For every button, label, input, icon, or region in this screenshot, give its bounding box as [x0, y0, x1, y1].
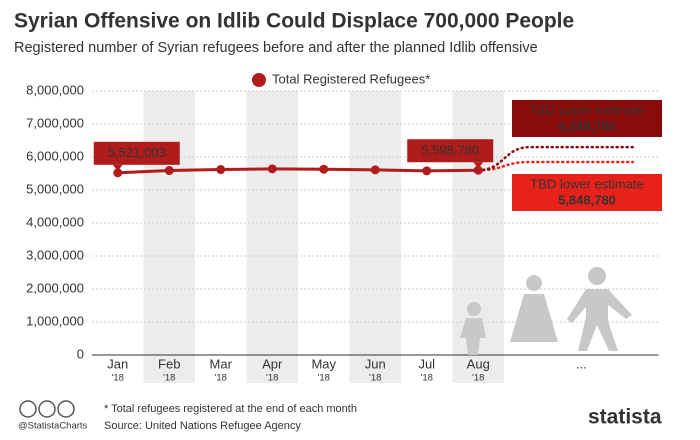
series-line: [116, 167, 480, 175]
footnote: * Total refugees registered at the end o…: [104, 403, 357, 415]
annotation-box: [512, 174, 662, 211]
series-line: [477, 145, 634, 172]
x-tick-label: Jun: [365, 356, 386, 371]
y-tick-label: 5,000,000: [26, 181, 84, 196]
bands: [143, 91, 504, 383]
value-label: 5,598,780: [421, 143, 479, 158]
value-label-pointer: [112, 164, 123, 171]
annotation-title: TBD lower estimate: [530, 176, 643, 191]
chart-subtitle: Registered number of Syrian refugees bef…: [14, 40, 538, 56]
x-tick-sublabel: '18: [369, 373, 381, 384]
y-tick-label: 0: [77, 346, 84, 361]
point: [267, 164, 277, 174]
x-tick-label: Apr: [262, 356, 283, 371]
x-tick-sublabel: '18: [318, 373, 330, 384]
value-label-box: [93, 141, 180, 165]
x-tick-sublabel: '18: [472, 373, 484, 384]
legend-label: Total Registered Refugees*: [272, 71, 430, 86]
x-tick-label: ...: [576, 356, 587, 371]
point: [113, 168, 123, 178]
y-tick-label: 8,000,000: [26, 82, 84, 97]
x-tick-sublabel: '18: [215, 373, 227, 384]
x-tick-sublabel: '18: [266, 373, 278, 384]
x-tick-sublabel: '18: [163, 373, 175, 384]
point: [473, 165, 483, 175]
x-tick-label: May: [311, 356, 336, 371]
point: [370, 165, 380, 175]
license-icons: [19, 400, 75, 418]
annotation-value: 6,298,780: [558, 118, 616, 133]
legend-marker: [252, 73, 266, 87]
x-tick-label: Feb: [158, 356, 180, 371]
value-label-box: [407, 139, 494, 163]
source: Source: United Nations Refugee Agency: [104, 420, 301, 432]
value-label: 5,521,003: [108, 145, 166, 160]
point: [164, 166, 174, 176]
x-tick-label: Aug: [467, 356, 490, 371]
y-tick-label: 3,000,000: [26, 247, 84, 262]
handle: @StatistaCharts: [18, 421, 88, 432]
x-tick-label: Jan: [107, 356, 128, 371]
chart-title: Syrian Offensive on Idlib Could Displace…: [14, 10, 574, 33]
band: [143, 91, 195, 383]
point: [422, 166, 432, 176]
y-tick-label: 7,000,000: [26, 115, 84, 130]
band: [349, 91, 401, 383]
brand: statista: [588, 406, 662, 429]
x-tick-label: Mar: [210, 356, 233, 371]
point: [216, 165, 226, 175]
x-tick-sublabel: '18: [112, 373, 124, 384]
x-tick-sublabel: '18: [421, 373, 433, 384]
y-tick-label: 6,000,000: [26, 148, 84, 163]
people-icon: [460, 267, 632, 355]
y-tick-label: 1,000,000: [26, 313, 84, 328]
annotation-value: 5,848,780: [558, 192, 616, 207]
annotation-box: [512, 100, 662, 137]
y-tick-label: 4,000,000: [26, 214, 84, 229]
point: [319, 164, 329, 174]
series-line: [477, 160, 634, 172]
band: [246, 91, 298, 383]
x-tick-label: Jul: [418, 356, 435, 371]
value-label-pointer: [473, 162, 484, 169]
y-tick-label: 2,000,000: [26, 280, 84, 295]
annotation-title: TBD upper estimate: [529, 102, 645, 117]
